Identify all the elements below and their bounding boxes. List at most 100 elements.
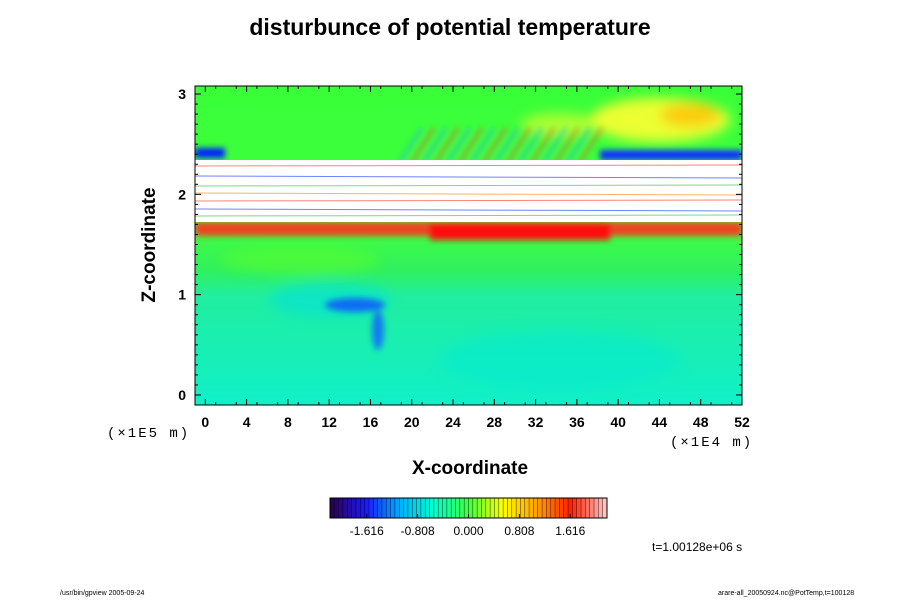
colorbar-cell [472, 498, 478, 518]
colorbar-cell [516, 498, 521, 518]
colorbar-cell [576, 498, 582, 518]
colorbar-cell [459, 498, 465, 518]
colorbar-cell [429, 498, 435, 518]
y-tick-label: 2 [178, 186, 186, 202]
colorbar-cell [446, 498, 452, 518]
y-tick-label: 3 [178, 86, 186, 102]
colorbar-cell [537, 498, 543, 518]
colorbar-cell [468, 498, 474, 518]
colorbar-cell [550, 498, 556, 518]
colorbar-cell [529, 498, 534, 518]
x-tick-label: 12 [321, 414, 337, 430]
colorbar-cell [589, 498, 595, 518]
colorbar-tick-label: -0.808 [401, 524, 435, 538]
x-tick-label: 0 [201, 414, 209, 430]
colorbar-cell [563, 498, 569, 518]
chart-title: disturbunce of potential temperature [249, 14, 651, 40]
colorbar-cell [399, 498, 405, 518]
colorbar-tick-label: 0.000 [453, 524, 483, 538]
colorbar-cell [351, 498, 357, 518]
colorbar-cell [416, 498, 422, 518]
colorbar-cell [347, 498, 353, 518]
colorbar-cell [485, 498, 491, 518]
colorbar-tick-label: 1.616 [555, 524, 585, 538]
x-tick-label: 16 [363, 414, 379, 430]
x-tick-label: 8 [284, 414, 292, 430]
colorbar-cell [403, 498, 409, 518]
colorbar-cell [585, 498, 591, 518]
colorbar-cell [433, 498, 439, 518]
colorbar-cell [386, 498, 392, 518]
colorbar-cell [368, 498, 374, 518]
x-axis-label: X-coordinate [411, 458, 529, 479]
colorbar-cell [490, 498, 495, 518]
colorbar-cell [503, 498, 508, 518]
colorbar-cell [555, 498, 560, 518]
colorbar-cell [390, 498, 396, 518]
colorbar-cell [394, 498, 400, 518]
colorbar-cell [377, 498, 383, 518]
colorbar-cell [572, 498, 578, 518]
colorbar-cell [438, 498, 444, 518]
colorbar-cell [520, 498, 526, 518]
x-tick-label: 48 [693, 414, 709, 430]
colorbar-tick-label: -1.616 [350, 524, 384, 538]
colorbar-cell [330, 498, 335, 518]
colorbar-cell [381, 498, 387, 518]
x-tick-label: 28 [487, 414, 503, 430]
colorbar-cell [451, 498, 457, 518]
plot-frame [194, 85, 743, 406]
y-tick-label: 1 [178, 287, 186, 303]
x-tick-label: 44 [652, 414, 668, 430]
colorbar-cell [373, 498, 379, 518]
time-label: t=1.00128e+06 s [652, 540, 743, 554]
colorbar-cell [581, 498, 586, 518]
x-tick-label: 36 [569, 414, 585, 430]
z-unit-label: (×1E5 m) [107, 426, 191, 442]
colorbar-cell [364, 498, 370, 518]
colorbar-cell [334, 498, 340, 518]
colorbar-cell [598, 498, 604, 518]
colorbar-cell [338, 498, 344, 518]
colorbar-cell [602, 498, 608, 518]
colorbar-cell [420, 498, 426, 518]
colorbar-cell [360, 498, 366, 518]
colorbar-cell [481, 498, 487, 518]
colorbar-cell [533, 498, 539, 518]
colorbar-cell [355, 498, 361, 518]
colorbar-cell [455, 498, 461, 518]
colorbar-cell [511, 498, 517, 518]
colorbar-cell [498, 498, 504, 518]
colorbar-cell [524, 498, 530, 518]
colorbar-cell [559, 498, 565, 518]
colorbar-cell [546, 498, 552, 518]
footer-left: /usr/bin/gpview 2005-09-24 [60, 590, 145, 597]
y-tick-label: 0 [178, 387, 186, 403]
heatmap-field [195, 86, 742, 405]
x-tick-label: 24 [445, 414, 461, 430]
colorbar: -1.616 -0.808 0.000 0.808 1.616 [329, 497, 608, 538]
x-tick-label: 4 [243, 414, 251, 430]
x-tick-label: 40 [610, 414, 626, 430]
colorbar-cell [507, 498, 513, 518]
x-unit-label: (×1E4 m) [670, 435, 754, 451]
x-tick-label: 32 [528, 414, 544, 430]
colorbar-cell [594, 498, 599, 518]
colorbar-cell [568, 498, 573, 518]
colorbar-cell [477, 498, 482, 518]
x-tick-label: 52 [734, 414, 750, 430]
colorbar-cell [542, 498, 547, 518]
colorbar-cell [494, 498, 500, 518]
colorbar-cell [342, 498, 348, 518]
colorbar-cell [425, 498, 431, 518]
colorbar-cell [407, 498, 413, 518]
footer-right: arare-all_20050924.nc@PotTemp,t=100128 [718, 590, 855, 597]
y-axis-label: Z-coordinate [139, 187, 160, 303]
colorbar-cell [442, 498, 448, 518]
colorbar-tick-label: 0.808 [504, 524, 534, 538]
colorbar-cell [412, 498, 418, 518]
x-tick-label: 20 [404, 414, 420, 430]
colorbar-cell [464, 498, 469, 518]
